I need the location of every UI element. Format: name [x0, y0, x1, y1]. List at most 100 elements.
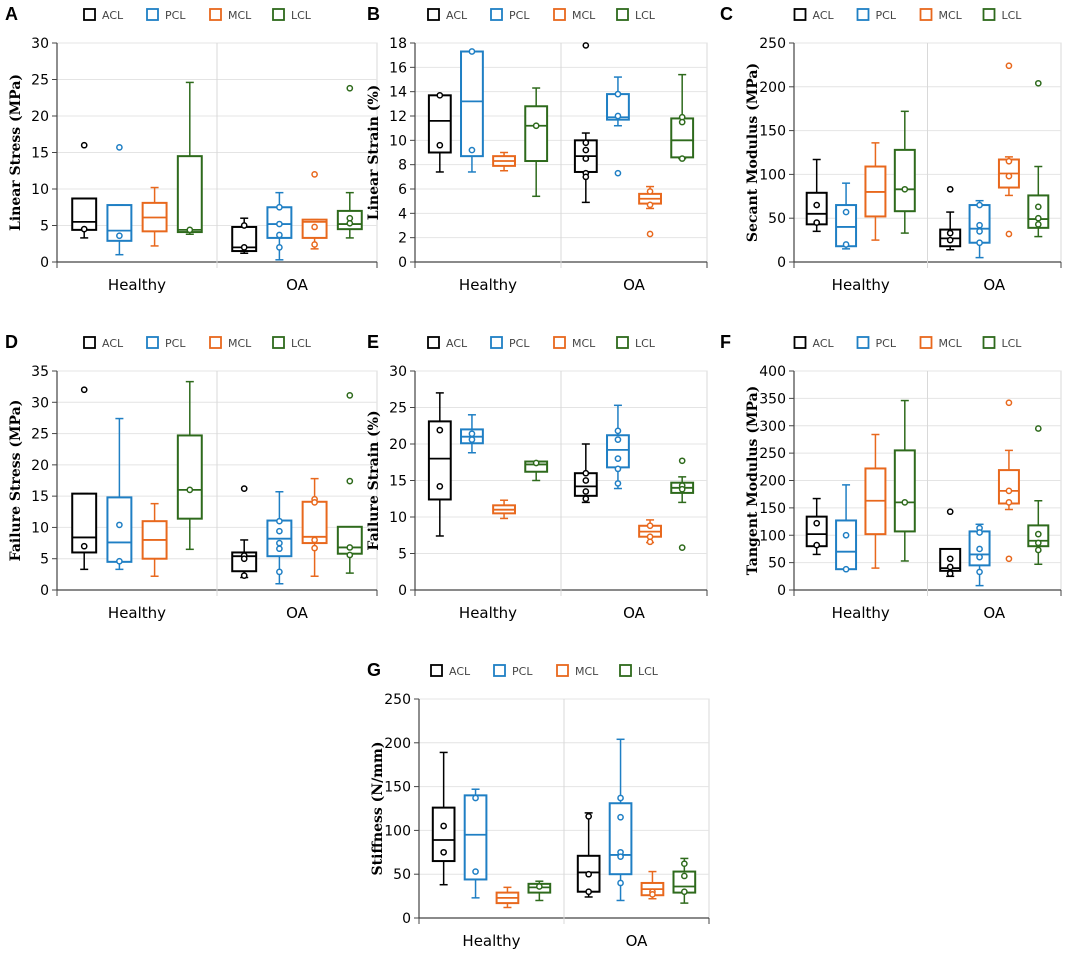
y-tick-label: 18 — [389, 36, 407, 52]
y-tick-label: 5 — [40, 219, 49, 235]
data-point — [842, 241, 850, 248]
y-tick-label: 25 — [31, 73, 49, 89]
category-label: OA — [623, 276, 646, 294]
data-point — [186, 486, 194, 494]
legend: ACL PCL MCL LCL — [83, 8, 312, 22]
data-point — [436, 482, 444, 490]
category-label: Healthy — [108, 276, 166, 294]
y-tick-label: 0 — [398, 583, 407, 599]
y-tick-label: 5 — [40, 552, 49, 568]
data-point — [946, 563, 954, 571]
data-point — [1034, 79, 1042, 87]
data-point — [116, 232, 123, 240]
data-point — [240, 244, 248, 251]
data-point — [646, 230, 654, 238]
data-point — [536, 883, 543, 890]
legend: ACL PCL MCL LCL — [427, 336, 656, 350]
y-tick-label: 50 — [768, 556, 786, 572]
box-pcl-oa — [608, 738, 633, 902]
y-tick-label: 20 — [31, 458, 49, 474]
data-point — [276, 517, 283, 525]
data-point — [1034, 220, 1042, 228]
legend-label-lcl: LCL — [635, 337, 656, 350]
box-acl-oa — [231, 217, 258, 254]
data-point — [80, 225, 88, 233]
box-lcl-oa — [336, 84, 363, 239]
legend-swatch-mcl — [209, 336, 222, 349]
y-tick-label: 10 — [31, 182, 49, 198]
box-acl-healthy — [427, 392, 452, 537]
legend: ACL PCL MCL LCL — [793, 8, 1022, 22]
data-point — [346, 392, 354, 399]
data-point — [1005, 399, 1013, 407]
box-acl-oa — [573, 42, 598, 204]
y-axis-label: Failure Stress (MPa) — [8, 400, 24, 562]
data-point — [116, 521, 123, 529]
panel-letter: G — [367, 660, 381, 680]
y-axis-label: Tangent Modulus (MPa) — [745, 386, 761, 576]
legend-swatch-pcl — [856, 336, 870, 349]
iqr-box — [835, 519, 858, 571]
data-point — [311, 171, 318, 178]
data-point — [617, 794, 624, 802]
data-point — [617, 879, 624, 887]
data-point — [276, 220, 283, 228]
data-point — [976, 221, 983, 229]
legend-swatch-acl — [427, 8, 440, 21]
iqr-box — [997, 469, 1020, 505]
data-point — [346, 477, 354, 485]
legend-label-lcl: LCL — [635, 9, 656, 22]
panel-d: D ACL PCL MCL LCL 0 5 10 15 20 25 30 35 Healthy OA Fail… — [5, 332, 378, 622]
data-point — [346, 84, 354, 92]
data-point — [678, 544, 686, 552]
legend-label-lcl: LCL — [291, 337, 312, 350]
data-point — [532, 122, 540, 130]
data-point — [582, 477, 590, 484]
panel-b: B ACL PCL MCL LCL 0 2 4 6 8 10 12 14 16 18 Healthy OA Lin… — [366, 4, 708, 294]
legend-swatch-acl — [793, 8, 807, 21]
data-point — [614, 465, 622, 473]
data-point — [646, 188, 654, 195]
box-acl-healthy — [431, 751, 456, 886]
legend-label-pcl: PCL — [509, 337, 530, 350]
data-point — [946, 508, 954, 516]
y-tick-label: 0 — [40, 255, 49, 271]
data-point — [582, 155, 590, 162]
data-point — [813, 201, 821, 209]
data-point — [946, 185, 954, 193]
box-pcl-healthy — [835, 484, 858, 573]
data-point — [80, 141, 88, 149]
panel-letter: E — [367, 332, 379, 352]
y-tick-label: 100 — [759, 167, 786, 183]
legend-swatch-pcl — [856, 8, 870, 21]
data-point — [681, 888, 688, 896]
data-point — [946, 229, 954, 237]
data-point — [1005, 499, 1013, 506]
box-lcl-healthy — [524, 459, 549, 482]
data-point — [346, 544, 354, 551]
legend-label-lcl: LCL — [1002, 337, 1023, 350]
data-point — [1034, 546, 1042, 554]
data-point — [472, 868, 479, 875]
iqr-box — [106, 496, 133, 563]
data-point — [646, 538, 654, 546]
data-point — [1034, 530, 1042, 538]
box-mcl-healthy — [141, 186, 168, 247]
data-point — [532, 459, 540, 467]
y-tick-label: 5 — [398, 547, 407, 563]
iqr-box — [176, 155, 203, 234]
data-point — [1005, 157, 1013, 165]
y-tick-label: 20 — [389, 437, 407, 453]
y-tick-label: 350 — [759, 391, 786, 407]
box-lcl-healthy — [527, 880, 552, 902]
panel-f: F ACL PCL MCL LCL 0 50 100 150 200 250 300 350 400 Hea… — [720, 332, 1062, 622]
box-pcl-oa — [968, 199, 991, 259]
data-point — [649, 890, 656, 898]
box-pcl-oa — [266, 491, 293, 585]
box-acl-healthy — [71, 141, 98, 239]
legend-label-pcl: PCL — [165, 337, 186, 350]
iqr-box — [460, 50, 484, 158]
data-point — [582, 173, 590, 181]
data-point — [582, 42, 590, 49]
data-point — [614, 480, 622, 487]
